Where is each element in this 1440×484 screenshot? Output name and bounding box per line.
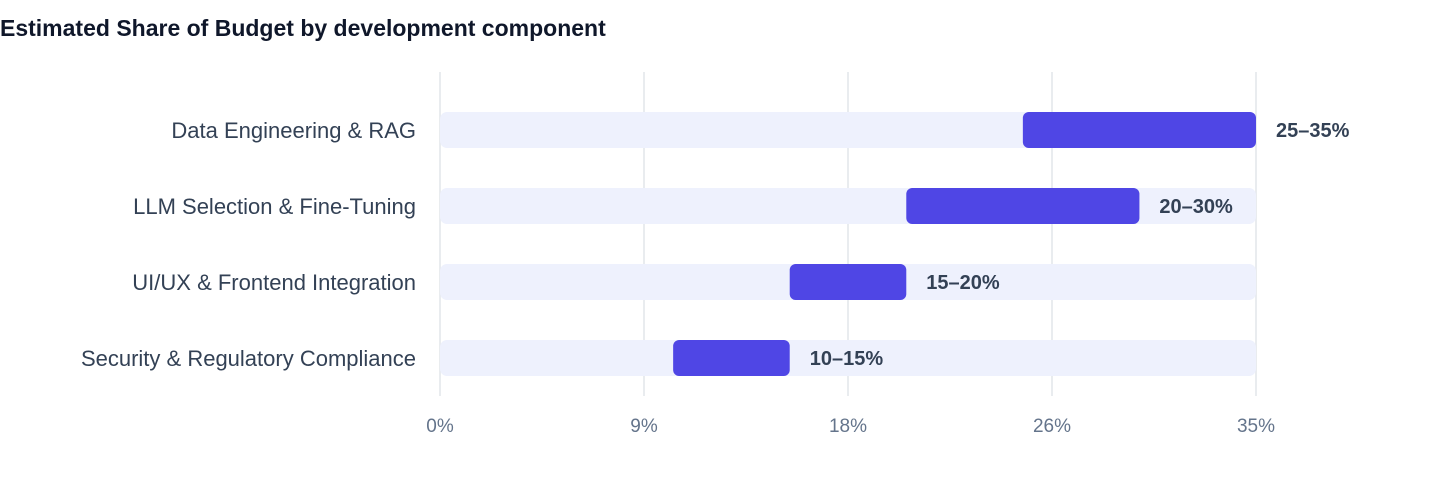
chart-title: Estimated Share of Budget by development…: [0, 15, 606, 41]
bar-track: [440, 340, 1256, 376]
category-label: Security & Regulatory Compliance: [81, 346, 416, 371]
value-labels: 25–35% 20–30% 15–20% 10–15%: [810, 120, 1350, 370]
x-axis-tick-labels: 0% 9% 18% 26% 35%: [426, 416, 1275, 437]
x-tick-label: 18%: [829, 416, 867, 437]
x-tick-label: 0%: [426, 416, 454, 437]
value-label: 10–15%: [810, 348, 884, 370]
value-label: 20–30%: [1159, 196, 1233, 218]
value-label: 25–35%: [1276, 120, 1350, 142]
category-label: LLM Selection & Fine-Tuning: [133, 194, 416, 219]
value-label: 15–20%: [926, 272, 1000, 294]
category-labels: Data Engineering & RAG LLM Selection & Fi…: [81, 118, 416, 371]
x-tick-label: 26%: [1033, 416, 1071, 437]
range-bar: [906, 188, 1140, 224]
category-label: Data Engineering & RAG: [171, 118, 416, 143]
x-tick-label: 9%: [630, 416, 658, 437]
range-bar: [673, 340, 790, 376]
range-bars: [673, 112, 1256, 376]
x-tick-label: 35%: [1237, 416, 1275, 437]
range-bar: [1022, 112, 1256, 148]
range-bar: [789, 264, 907, 300]
category-label: UI/UX & Frontend Integration: [132, 270, 416, 295]
